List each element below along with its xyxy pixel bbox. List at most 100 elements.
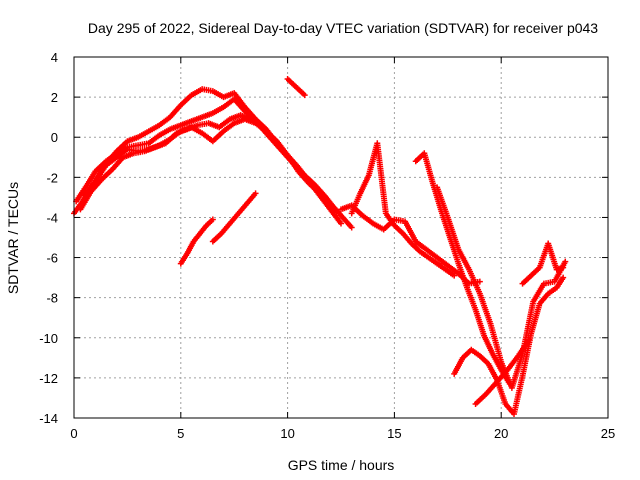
data-point [421,150,436,185]
data-point [423,246,439,260]
data-point [327,202,334,209]
data-point [209,129,225,145]
data-point [472,306,487,337]
y-tick-label: -4 [46,210,58,225]
data-point [536,292,550,307]
x-tick-label: 20 [494,426,508,441]
data-point [511,375,526,417]
series-track-14 [519,240,567,287]
data-point [284,152,301,173]
data-point [203,217,215,229]
data-point [83,170,98,189]
data-point [444,262,460,276]
y-tick-label: -2 [46,170,58,185]
data-point [525,336,532,343]
data-point [216,117,232,131]
data-point [466,266,482,295]
data-point [338,220,344,227]
data-point [402,218,418,243]
data-point [167,129,183,143]
data-point [370,220,385,232]
data-point [455,260,470,289]
data-point [476,352,490,366]
data-point [446,234,461,265]
data-point [177,252,190,267]
y-tick-label: -10 [39,331,58,346]
data-point [425,254,439,266]
y-axis-label: SDTVAR / TECUs [5,182,21,294]
data-point [472,392,488,407]
data-point [487,320,504,363]
data-point [429,180,444,213]
data-point [145,123,161,135]
data-point [190,232,202,245]
data-point [508,352,525,391]
data-point [284,76,298,89]
data-point [562,258,569,265]
data-point [188,87,204,99]
y-tick-label: -14 [39,411,58,426]
data-point [156,127,172,139]
data-point [483,380,499,397]
data-point [209,88,225,100]
data-point [333,208,340,215]
data-point [231,96,247,113]
plot-frame [73,56,609,419]
data-point [485,360,499,382]
data-point [235,202,249,217]
data-point [209,105,225,117]
data-point [412,238,428,252]
data-point [209,216,216,223]
data-point [380,217,396,233]
data-point [442,266,456,278]
data-point [167,103,183,121]
data-point [348,224,355,231]
data-point [113,147,129,161]
series-track-4 [81,116,334,209]
data-point [226,212,241,227]
data-point [218,222,232,237]
data-point [209,231,223,245]
data-point [528,302,543,337]
series-track-10 [412,150,513,387]
data-point [434,260,447,272]
data-point [252,190,259,197]
data-point [338,212,354,229]
data-point [451,272,458,279]
data-point [545,240,560,271]
data-point [451,356,465,377]
data-point [481,332,495,356]
x-tick-label: 5 [177,426,184,441]
data-point [293,84,307,97]
chart-title: Day 295 of 2022, Sidereal Day-to-day VTE… [88,20,598,36]
data-point [545,285,559,297]
data-point [188,124,204,136]
y-tick-label: 4 [51,50,58,65]
data-point [305,180,322,195]
data-point [459,348,473,361]
data-point [374,140,389,215]
data-point [408,240,422,254]
data-point [399,230,414,245]
data-point [184,240,196,257]
data-markers [71,76,569,417]
data-point [560,264,567,271]
data-point [263,128,279,143]
data-point [391,222,405,236]
data-point [528,265,542,279]
data-point [464,284,478,311]
data-point [109,155,125,173]
data-point [519,273,533,287]
data-point [438,208,453,239]
data-point [434,254,450,268]
y-tick-label: -6 [46,251,58,266]
y-tick-label: 0 [51,130,58,145]
data-point [357,174,371,197]
data-point [156,137,172,149]
data-point [81,179,98,199]
data-point [177,93,193,109]
data-point [103,155,119,169]
data-point [476,290,493,325]
x-tick-label: 25 [601,426,615,441]
